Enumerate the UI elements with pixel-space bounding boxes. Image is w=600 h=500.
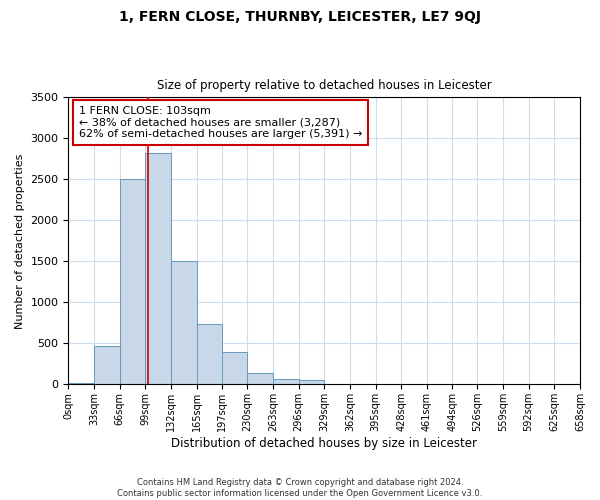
Text: 1, FERN CLOSE, THURNBY, LEICESTER, LE7 9QJ: 1, FERN CLOSE, THURNBY, LEICESTER, LE7 9… [119, 10, 481, 24]
Bar [197, 324, 221, 384]
Bar [221, 352, 247, 384]
Text: Contains HM Land Registry data © Crown copyright and database right 2024.
Contai: Contains HM Land Registry data © Crown c… [118, 478, 482, 498]
Bar [299, 380, 324, 384]
Bar [145, 153, 171, 384]
Bar [171, 260, 197, 384]
Y-axis label: Number of detached properties: Number of detached properties [15, 153, 25, 328]
Bar [273, 378, 299, 384]
Bar [247, 372, 273, 384]
Bar [94, 346, 120, 385]
Title: Size of property relative to detached houses in Leicester: Size of property relative to detached ho… [157, 79, 491, 92]
X-axis label: Distribution of detached houses by size in Leicester: Distribution of detached houses by size … [171, 437, 477, 450]
Text: 1 FERN CLOSE: 103sqm
← 38% of detached houses are smaller (3,287)
62% of semi-de: 1 FERN CLOSE: 103sqm ← 38% of detached h… [79, 106, 362, 139]
Bar [68, 383, 94, 384]
Bar [120, 180, 145, 384]
